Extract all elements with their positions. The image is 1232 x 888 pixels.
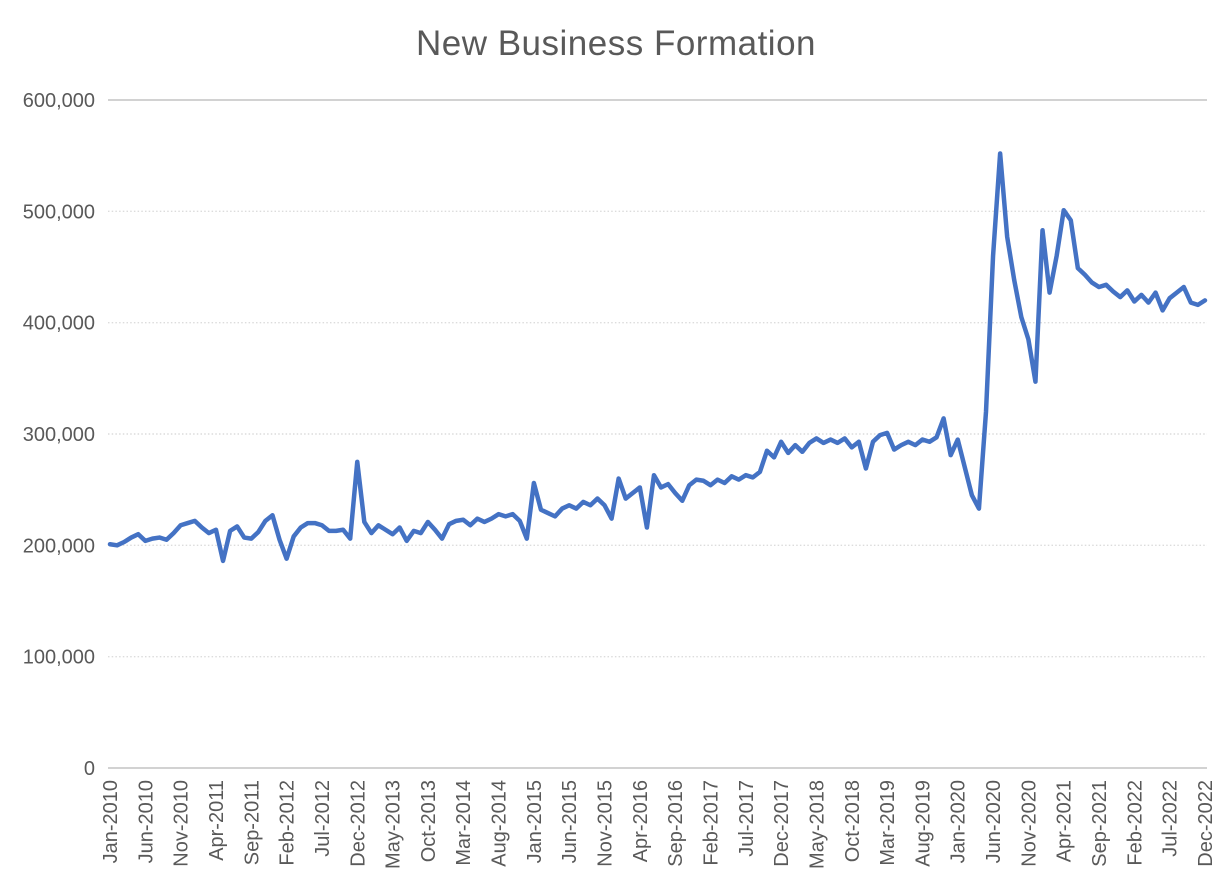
y-tick-label: 400,000 [23,313,95,335]
x-axis-labels: Jan-2010 Jun-2010 Nov-2010 Apr-2011 Sep-2011… [100,780,1217,869]
x-tick-label: Jan-2010 [100,780,122,863]
data-series-line [107,151,1208,564]
x-tick-label: Nov-2015 [595,780,617,867]
x-tick-label: Aug-2019 [912,780,934,867]
x-tick-label: Jul-2022 [1160,780,1182,857]
x-tick-label: Oct-2018 [842,780,864,862]
x-tick-label: Jun-2020 [983,780,1005,863]
x-tick-label: Apr-2016 [630,780,652,862]
x-tick-label: Jan-2020 [948,780,970,863]
x-tick-label: Apr-2011 [206,780,228,861]
x-tick-label: May-2018 [806,780,828,869]
gridlines [108,99,1207,769]
x-tick-label: Jul-2017 [736,780,758,857]
x-tick-label: Nov-2010 [171,780,193,867]
x-tick-label: Jan-2015 [524,780,546,863]
x-tick-label: Feb-2017 [700,780,722,866]
x-tick-label: Feb-2022 [1124,780,1146,866]
x-tick-label: Sep-2011 [241,780,263,865]
x-tick-label: Jun-2010 [135,780,157,863]
x-tick-label: Dec-2012 [347,780,369,867]
x-tick-label: Aug-2014 [489,780,511,867]
y-tick-label: 600,000 [23,90,95,112]
x-tick-label: Dec-2017 [771,780,793,867]
x-tick-label: Jun-2015 [559,780,581,863]
x-tick-label: Mar-2019 [877,780,899,866]
x-tick-label: Apr-2021 [1054,780,1076,862]
x-tick-label: Sep-2016 [665,780,687,867]
y-tick-label: 200,000 [23,535,95,557]
y-tick-label: 0 [84,758,95,780]
x-tick-label: Sep-2021 [1089,780,1111,867]
y-tick-label: 500,000 [23,201,95,223]
chart-title: New Business Formation [415,24,817,63]
x-tick-label: Nov-2020 [1018,780,1040,867]
x-tick-label: Mar-2014 [453,780,475,866]
y-tick-label: 300,000 [23,424,95,446]
x-tick-label: Dec-2022 [1195,780,1217,867]
x-tick-label: Oct-2013 [418,780,440,862]
y-axis-labels: 0 100,000 200,000 300,000 400,000 500,000 600,… [23,90,95,780]
x-tick-label: Feb-2012 [277,780,299,866]
x-tick-label: Jul-2012 [312,780,334,857]
x-tick-label: May-2013 [383,780,405,869]
y-tick-label: 100,000 [23,647,95,669]
